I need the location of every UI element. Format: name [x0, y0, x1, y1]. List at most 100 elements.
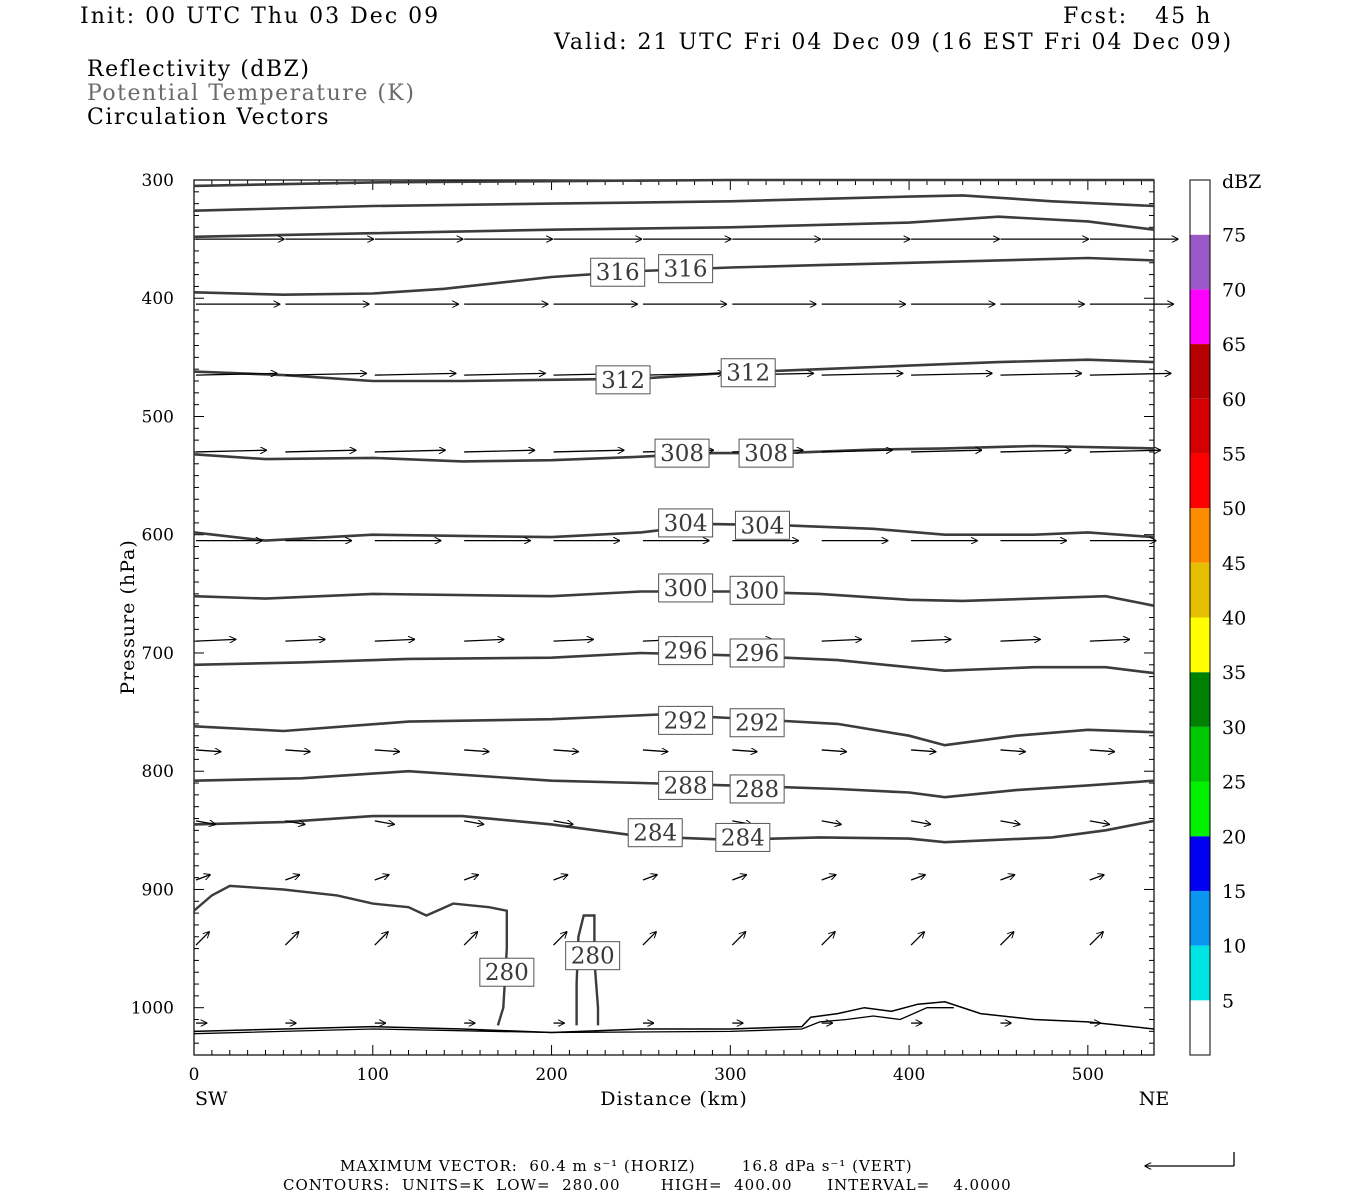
isentrope-label: 312 [601, 368, 645, 394]
circulation-vector [821, 373, 903, 375]
colorbar-cell [1190, 781, 1210, 837]
isentrope-label-box [720, 358, 776, 388]
x-tick-label: 500 [1072, 1065, 1104, 1085]
y-tick-label: 400 [142, 289, 174, 309]
isentrope-label-box [654, 438, 710, 468]
y-axis-title: Pressure (hPa) [117, 539, 139, 695]
colorbar-cell [1190, 180, 1210, 235]
axis-ticks [193, 179, 1154, 1056]
circulation-vector [732, 750, 757, 752]
colorbar-level-label: 25 [1222, 772, 1246, 794]
x-tick-label: 300 [714, 1065, 746, 1085]
isentrope-labels: 280 280 284 284 288 288 292 292 296 296 300 300 304 3… [479, 254, 794, 987]
colorbar-cell [1190, 234, 1210, 290]
isentrope-line-280-west [193, 884, 508, 1026]
isentrope-label-box [658, 254, 714, 284]
y-tick-label: 500 [142, 407, 174, 427]
circulation-vector [1000, 639, 1040, 641]
isentrope-label: 316 [596, 260, 640, 286]
isentrope-label: 296 [735, 641, 779, 667]
circulation-vector [911, 639, 951, 641]
isentrope-label: 308 [660, 441, 704, 467]
isentrope-label-box [658, 705, 714, 735]
circulation-vector [195, 639, 236, 641]
circulation-vector [195, 821, 215, 825]
isentrope-label-box [729, 708, 785, 738]
isentrope-line-280-central [575, 914, 600, 1026]
y-tick-label: 300 [142, 171, 174, 191]
circulation-vector [553, 932, 567, 946]
colorbar: 5 10 15 20 25 30 35 40 45 50 55 60 65 70 75 dBZ [1189, 171, 1261, 1056]
circulation-vector [464, 450, 534, 452]
circulation-vector [642, 373, 724, 375]
colorbar-level-label: 10 [1222, 936, 1246, 958]
x-left-end-label: SW [195, 1088, 228, 1110]
isentrope-label: 304 [741, 513, 785, 539]
circulation-vector [642, 875, 657, 881]
y-tick-label: 800 [142, 762, 174, 782]
colorbar-cell [1190, 617, 1210, 673]
isentrope-label-box [734, 510, 790, 540]
isentrope-label-box [590, 257, 646, 287]
colorbar-level-label: 40 [1222, 608, 1246, 630]
isentrope-label: 292 [664, 708, 708, 734]
circulation-vector [1089, 821, 1109, 825]
colorbar-cell [1190, 672, 1210, 727]
isentrope-line-324 [193, 194, 1155, 212]
circulation-vector [464, 821, 483, 825]
y-tick-label: 900 [142, 880, 174, 900]
terrain-line [193, 1001, 1155, 1034]
isentrope-label: 296 [664, 639, 708, 665]
circulation-vector [553, 639, 594, 641]
circulation-vector [910, 932, 924, 946]
colorbar-level-label: 20 [1222, 826, 1246, 848]
isentrope-label: 308 [744, 441, 788, 467]
colorbar-cell [1190, 562, 1210, 618]
colorbar-level-label: 75 [1222, 225, 1246, 247]
circulation-vector [642, 750, 668, 752]
isentrope-label: 288 [664, 773, 708, 799]
contours-note: CONTOURS: UNITS=K LOW= 280.00 HIGH= 400.… [283, 1176, 1012, 1194]
circulation-vector [195, 750, 221, 752]
colorbar-level-label: 60 [1222, 389, 1246, 411]
colorbar-level-label: 65 [1222, 334, 1246, 356]
circulation-vector [195, 450, 266, 452]
isentrope-line-328 [193, 178, 1154, 188]
circulation-vector [464, 639, 504, 641]
isentrope-label-box [627, 818, 683, 848]
colorbar-frame [1189, 179, 1211, 1056]
plot-frame [193, 179, 1155, 1056]
colorbar-level-label: 45 [1222, 553, 1246, 575]
circulation-vector [374, 750, 400, 752]
x-tick-label: 400 [893, 1065, 925, 1085]
circulation-vector [195, 875, 210, 881]
circulation-vector [284, 932, 298, 946]
circulation-vector [1000, 373, 1081, 375]
legend-reflectivity: Reflectivity (dBZ) [87, 57, 311, 82]
x-right-end-label: NE [1139, 1088, 1170, 1110]
circulation-vector [553, 750, 579, 752]
circulation-vector [1000, 450, 1070, 452]
max-vector-note: MAXIMUM VECTOR: 60.4 m s⁻¹ (HORIZ) 16.8 … [340, 1157, 913, 1175]
colorbar-cell [1190, 1000, 1210, 1055]
circulation-vector [285, 373, 366, 375]
circulation-vector [821, 875, 836, 881]
colorbar-level-label: 15 [1222, 881, 1246, 903]
colorbar-cell [1190, 289, 1210, 345]
isentrope-label-box [658, 636, 714, 666]
circulation-vector [1089, 450, 1160, 452]
circulation-vector [374, 639, 415, 641]
circulation-vector [464, 750, 489, 752]
circulation-vector [642, 932, 656, 946]
colorbar-level-label: 70 [1222, 279, 1246, 301]
circulation-vector [285, 639, 325, 641]
circulation-vector [374, 821, 394, 825]
circulation-vector [1000, 875, 1014, 881]
circulation-vector [821, 750, 847, 752]
axis-text: 0 100 200 300 400 500 300 400 500 600 700 800 900 100… [117, 171, 1169, 1110]
isentrope-label: 304 [664, 511, 708, 537]
circulation-vector [463, 875, 478, 881]
colorbar-level-label: 5 [1222, 990, 1234, 1012]
isentrope-label-box [729, 638, 785, 668]
isentropes [193, 178, 1155, 1035]
